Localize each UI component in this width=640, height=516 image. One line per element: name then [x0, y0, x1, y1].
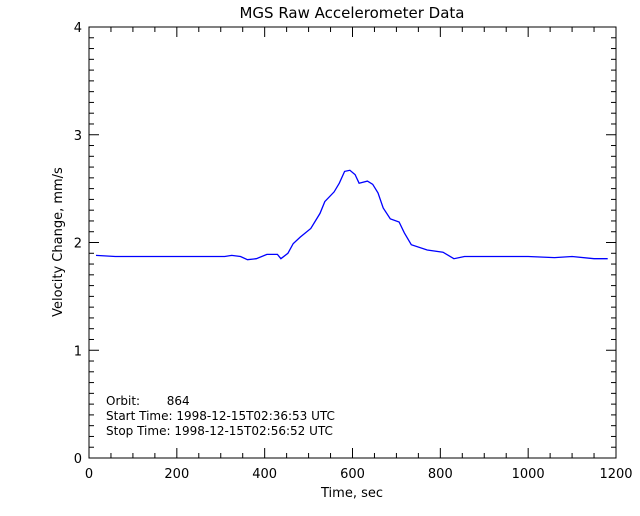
- x-tick-label: 800: [428, 467, 453, 482]
- x-axis-label: Time, sec: [320, 486, 383, 501]
- y-tick-label: 0: [74, 452, 82, 467]
- x-tick-label: 400: [252, 467, 277, 482]
- x-tick-label: 0: [85, 467, 93, 482]
- annotation-start-time: Start Time: 1998-12-15T02:36:53 UTC: [106, 409, 335, 423]
- annotation-stop-time: Stop Time: 1998-12-15T02:56:52 UTC: [106, 424, 333, 438]
- velocity-series-line: [95, 169, 608, 261]
- chart-title: MGS Raw Accelerometer Data: [239, 4, 464, 22]
- y-axis-label: Velocity Change, mm/s: [51, 167, 66, 317]
- x-tick-label: 1000: [512, 467, 545, 482]
- y-tick-label: 1: [74, 344, 82, 359]
- annotation-orbit: Orbit: 864: [106, 394, 190, 408]
- y-tick-label: 4: [74, 21, 82, 36]
- x-tick-label: 200: [164, 467, 189, 482]
- x-tick-label: 1200: [599, 467, 632, 482]
- x-tick-label: 600: [340, 467, 365, 482]
- y-tick-label: 2: [74, 237, 82, 252]
- y-tick-label: 3: [74, 129, 82, 144]
